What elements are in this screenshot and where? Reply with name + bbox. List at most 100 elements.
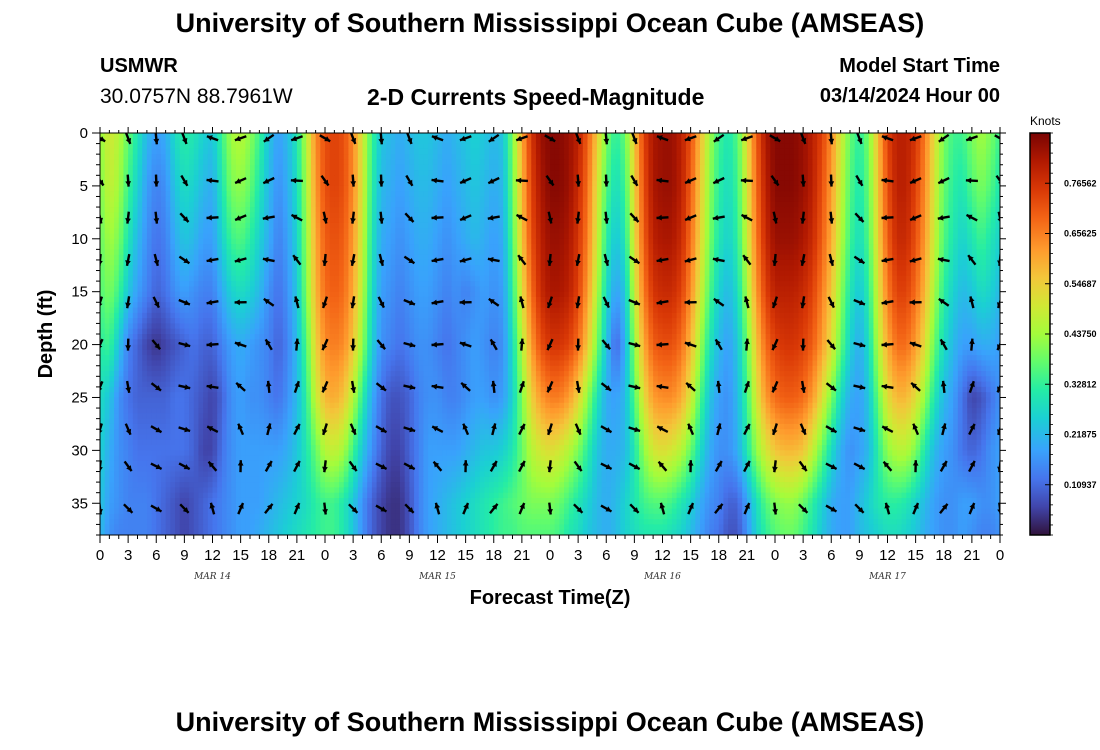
heatmap-cell (404, 154, 410, 161)
heatmap-cell (896, 133, 903, 139)
heatmap-cell (714, 180, 720, 187)
heatmap-cell (812, 238, 818, 245)
heatmap-cell (976, 217, 982, 224)
heatmap-cell (732, 222, 739, 229)
heatmap-cell (817, 191, 823, 198)
heatmap-cell (128, 191, 134, 198)
heatmap-cell (559, 201, 565, 208)
heatmap-cell (517, 133, 523, 139)
heatmap-cell (887, 196, 893, 203)
heatmap-cell (606, 244, 612, 250)
heatmap-cell (231, 212, 237, 219)
heatmap-cell (526, 212, 532, 219)
heatmap-cell (760, 164, 767, 171)
heatmap-cell (971, 238, 978, 245)
heatmap-cell (320, 159, 326, 166)
heatmap-cell (821, 164, 828, 171)
heatmap-cell (479, 143, 485, 150)
heatmap-cell (507, 196, 514, 203)
heatmap-cell (751, 133, 757, 139)
heatmap-cell (418, 159, 425, 166)
heatmap-cell (460, 238, 467, 245)
heatmap-cell (184, 164, 190, 171)
heatmap-cell (709, 180, 715, 187)
heatmap-cell (592, 191, 598, 198)
heatmap-cell (615, 191, 621, 198)
heatmap-cell (737, 222, 743, 229)
heatmap-cell (254, 180, 260, 187)
heatmap-cell (489, 180, 495, 187)
heatmap-cell (981, 207, 987, 213)
heatmap-cell (535, 191, 542, 198)
heatmap-cell (892, 143, 898, 150)
heatmap-cell (357, 164, 364, 171)
heatmap-cell (906, 212, 912, 219)
heatmap-cell (531, 217, 537, 224)
heatmap-cell (142, 207, 148, 213)
heatmap-cell (737, 138, 743, 145)
heatmap-cell (292, 170, 298, 176)
heatmap-cell (667, 143, 673, 150)
heatmap-cell (690, 201, 696, 208)
heatmap-cell (948, 185, 954, 192)
heatmap-cell (184, 143, 190, 150)
heatmap-cell (821, 185, 828, 192)
heatmap-cell (339, 254, 345, 261)
heatmap-cell (864, 133, 870, 139)
heatmap-cell (639, 133, 645, 139)
heatmap-cell (892, 175, 898, 182)
heatmap-cell (160, 228, 167, 235)
heatmap-cell (381, 207, 387, 213)
heatmap-cell (400, 265, 406, 272)
heatmap-cell (137, 228, 143, 235)
heatmap-cell (985, 201, 992, 208)
heatmap-cell (573, 212, 579, 219)
heatmap-cell (475, 148, 481, 155)
heatmap-cell (207, 164, 214, 171)
heatmap-cell (470, 228, 476, 235)
heatmap-cell (287, 265, 293, 272)
heatmap-cell (653, 154, 659, 161)
heatmap-cell (784, 244, 790, 250)
heatmap-cell (451, 222, 457, 229)
heatmap-cell (929, 259, 935, 266)
heatmap-cell (189, 228, 195, 235)
heatmap-cell (709, 175, 715, 182)
heatmap-cell (929, 175, 935, 182)
heatmap-cell (962, 148, 968, 155)
heatmap-cell (803, 159, 809, 166)
heatmap-cell (306, 185, 312, 192)
heatmap-cell (728, 175, 734, 182)
heatmap-cell (925, 143, 931, 150)
heatmap-cell (128, 228, 134, 235)
heatmap-cell (995, 254, 1000, 261)
heatmap-cell (723, 212, 729, 219)
heatmap-cell (864, 170, 870, 176)
heatmap-cell (212, 201, 218, 208)
heatmap-cell (240, 259, 246, 266)
heatmap-cell (625, 180, 631, 187)
heatmap-cell (718, 148, 725, 155)
heatmap-cell (390, 159, 396, 166)
heatmap-cell (165, 254, 171, 261)
heatmap-cell (723, 207, 729, 213)
heatmap-cell (896, 159, 903, 166)
heatmap-cell (404, 159, 410, 166)
heatmap-cell (620, 259, 626, 266)
heatmap-cell (639, 196, 645, 203)
heatmap-cell (643, 170, 650, 176)
heatmap-cell (662, 259, 668, 266)
heatmap-cell (723, 228, 729, 235)
heatmap-cell (868, 185, 875, 192)
heatmap-cell (878, 175, 884, 182)
heatmap-cell (812, 159, 818, 166)
heatmap-cell (695, 201, 701, 208)
heatmap-cell (184, 170, 190, 176)
heatmap-cell (657, 254, 664, 261)
heatmap-cell (700, 249, 706, 256)
heatmap-cell (414, 180, 420, 187)
heatmap-cell (835, 233, 842, 240)
heatmap-cell (779, 233, 785, 240)
heatmap-cell (503, 217, 509, 224)
heatmap-cell (554, 170, 560, 176)
